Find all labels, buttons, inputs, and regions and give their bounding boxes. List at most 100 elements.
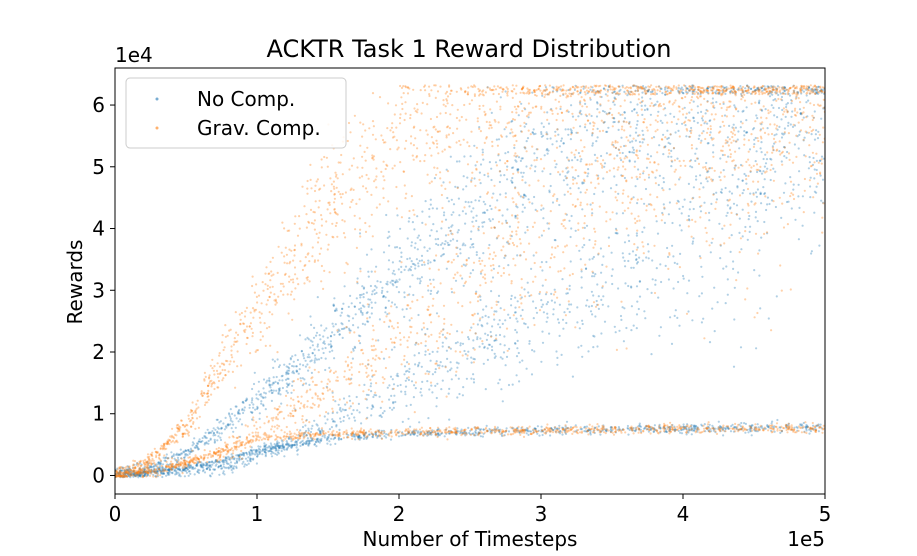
scatter-point [640, 104, 643, 107]
scatter-point [281, 442, 284, 446]
scatter-point [380, 415, 383, 419]
scatter-point [724, 92, 727, 95]
scatter-point [232, 467, 235, 470]
scatter-point [655, 92, 659, 95]
scatter-point [721, 85, 724, 88]
scatter-point [186, 468, 189, 471]
scatter-point [197, 447, 200, 451]
scatter-point [497, 92, 500, 96]
scatter-point [790, 192, 793, 195]
scatter-point [307, 338, 310, 341]
scatter-point [258, 393, 261, 396]
scatter-point [260, 312, 263, 315]
scatter-point [175, 453, 178, 456]
scatter-point [618, 92, 621, 95]
scatter-point [396, 148, 399, 151]
scatter-point [397, 291, 401, 294]
scatter-point [471, 171, 474, 174]
scatter-point [319, 430, 322, 433]
scatter-point [333, 333, 336, 336]
scatter-point [613, 117, 616, 120]
scatter-point [504, 319, 507, 322]
scatter-point [817, 85, 820, 88]
scatter-point [340, 196, 343, 199]
scatter-point [546, 93, 549, 96]
scatter-point [641, 91, 644, 94]
scatter-point [141, 472, 144, 475]
scatter-point [333, 357, 336, 360]
scatter-point [404, 197, 407, 200]
scatter-point [374, 284, 377, 288]
scatter-point [808, 144, 811, 147]
scatter-point [334, 400, 337, 403]
scatter-point [785, 200, 789, 204]
scatter-point [333, 197, 336, 200]
scatter-point [647, 257, 650, 260]
scatter-point [360, 293, 363, 296]
scatter-point [481, 211, 485, 214]
scatter-point [692, 186, 696, 189]
scatter-point [433, 166, 436, 169]
scatter-point [822, 157, 825, 160]
scatter-point [266, 446, 269, 449]
scatter-point [220, 427, 223, 430]
scatter-point [302, 354, 305, 357]
scatter-point [268, 311, 271, 314]
scatter-point [474, 431, 477, 435]
scatter-point [468, 205, 471, 208]
scatter-point [602, 255, 605, 258]
scatter-point [540, 135, 544, 138]
scatter-point [484, 91, 487, 94]
scatter-point [424, 350, 427, 353]
scatter-point [263, 442, 266, 445]
scatter-point [254, 408, 257, 411]
scatter-point [296, 234, 300, 237]
scatter-point [699, 103, 703, 106]
scatter-point [348, 395, 351, 398]
scatter-point [424, 89, 427, 92]
scatter-point [711, 307, 714, 310]
scatter-point [706, 87, 710, 90]
scatter-point [524, 195, 527, 198]
scatter-point [270, 391, 273, 395]
scatter-point [691, 87, 694, 90]
scatter-point [732, 267, 735, 270]
scatter-point [499, 174, 502, 177]
scatter-point [622, 340, 626, 343]
scatter-point [230, 453, 233, 456]
scatter-point [765, 158, 769, 161]
scatter-point [364, 159, 367, 162]
scatter-point [405, 139, 408, 142]
scatter-point [590, 290, 594, 293]
scatter-point [558, 303, 562, 306]
scatter-point [219, 420, 222, 423]
scatter-point [482, 362, 485, 365]
scatter-point [488, 243, 491, 247]
scatter-point [128, 472, 132, 476]
scatter-point [410, 380, 414, 383]
scatter-point [448, 84, 451, 87]
scatter-point [348, 329, 351, 332]
scatter-point [633, 165, 636, 168]
scatter-point [741, 122, 744, 125]
scatter-point [212, 369, 215, 372]
scatter-point [359, 270, 362, 273]
scatter-point [711, 101, 715, 104]
scatter-point [436, 291, 439, 295]
scatter-point [669, 142, 672, 145]
scatter-point [434, 371, 437, 374]
scatter-point [456, 366, 459, 369]
scatter-point [138, 474, 141, 477]
scatter-point [778, 150, 781, 153]
scatter-point [300, 350, 303, 353]
scatter-point [311, 344, 314, 347]
scatter-point [332, 438, 335, 441]
scatter-point [501, 322, 504, 325]
scatter-point [464, 212, 467, 215]
scatter-point [638, 422, 641, 425]
scatter-point [166, 468, 169, 471]
scatter-point [403, 291, 406, 294]
scatter-point [472, 246, 475, 249]
scatter-point [722, 102, 725, 105]
scatter-point [462, 175, 465, 178]
